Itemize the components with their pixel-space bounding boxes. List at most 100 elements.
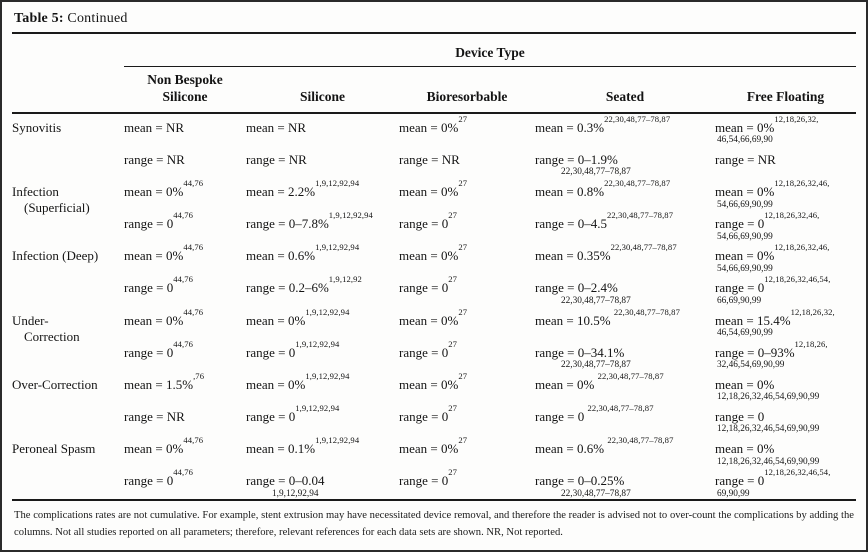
range-line: range = 027	[399, 211, 529, 232]
range-line: range = NR	[715, 152, 850, 168]
range-line-text: range = 0	[399, 408, 449, 424]
range-line-text: range = 0	[715, 473, 765, 489]
ref-superscript: 27	[448, 210, 457, 221]
table-number: Table 5:	[14, 11, 64, 26]
row-label: Infection (Deep)	[12, 248, 124, 264]
ref-continuation: 46,54,66,69,90	[717, 135, 773, 146]
data-cell: mean = 2.2%1,9,12,92,94 range = 0–7.8%1,9…	[246, 179, 399, 232]
ref-superscript: 27	[448, 403, 457, 414]
ref-superscript: 27	[458, 178, 468, 189]
data-cell: mean = 0%27 range = 027	[399, 243, 535, 296]
ref-continuation: 12,18,26,32,46,54,69,90,99	[717, 392, 820, 403]
range-line-text: range = 0	[246, 344, 296, 360]
range-line-text: range = 0	[124, 344, 174, 360]
range-line-text: range = 0	[399, 473, 449, 489]
ref-superscript: 12,18,26,32,46,	[774, 178, 830, 189]
data-cell: mean = 0%27 range = NR	[399, 115, 535, 168]
mean-line: mean = 0.1%1,9,12,92,94	[246, 436, 393, 473]
mean-line-text: mean = 2.2%	[246, 184, 316, 200]
column-header-row: Non Bespoke Silicone Silicone Bioresorbabl…	[2, 67, 866, 112]
data-cell: mean = 0%12,18,26,32,46, 54,66,69,90,99 ra…	[715, 179, 856, 242]
range-line-text: range = 0	[535, 408, 588, 424]
mean-line: mean = 0%1,9,12,92,94	[246, 307, 393, 345]
table-row: Infection (Deep) mean = 0%44,76 range = 04…	[12, 242, 856, 306]
mean-line: mean = 0%27	[399, 436, 529, 473]
data-cell: mean = 1.5%,76 range = NR	[124, 372, 246, 425]
mean-line: mean = 0%27	[399, 243, 529, 280]
ref-superscript: 22,30,48,77–78,87	[613, 306, 680, 317]
range-line-text: range = NR	[399, 151, 460, 167]
ref-continuation: 22,30,48,77–78,87	[561, 488, 631, 499]
ref-superscript: 27	[448, 338, 457, 349]
range-line-text: range = 0	[715, 408, 765, 424]
range-line-text: range = 0–2.4%	[535, 280, 618, 296]
ref-continuation: 32,46,54,69,90,99	[717, 360, 785, 371]
range-line-text: range = 0–0.04	[246, 473, 325, 489]
range-line: range = 0–7.8%1,9,12,92,94	[246, 211, 393, 232]
ref-continuation: 54,66,69,90,99	[717, 263, 773, 274]
ref-superscript: 1,9,12,92,94	[315, 242, 360, 253]
mean-line-text: mean = 0.1%	[246, 441, 316, 457]
mean-line-text: mean = 0.3%	[535, 119, 605, 135]
mean-line: mean = 0%44,76	[124, 179, 240, 216]
mean-line-text: mean = 10.5%	[535, 312, 614, 328]
ref-superscript: 27	[448, 274, 457, 285]
column-header-non-bespoke-silicone: Non Bespoke Silicone	[147, 72, 223, 104]
range-line: range = 044,76	[124, 211, 240, 232]
data-cell: mean = 0%12,18,26,32,46, 54,66,69,90,99 ra…	[715, 243, 856, 306]
range-line: range = NR	[246, 152, 393, 168]
ref-superscript: 27	[458, 242, 468, 253]
range-line-text: range = 0	[124, 473, 174, 489]
mean-line-text: mean = 0%	[246, 312, 306, 328]
mean-line: mean = 0%44,76	[124, 243, 240, 280]
mean-line: mean = 1.5%,76	[124, 372, 240, 409]
mean-line: mean = 0%12,18,26,32,46, 54,66,69,90,99	[715, 179, 850, 216]
ref-superscript: 27	[458, 113, 468, 124]
mean-line-text: mean = 0%	[246, 376, 306, 392]
range-line-text: range = 0	[715, 216, 765, 232]
row-label-line1: Infection	[12, 184, 59, 200]
ref-continuation: 22,30,48,77–78,87	[561, 295, 631, 306]
mean-line: mean = 0%44,76	[124, 436, 240, 473]
data-cell: mean = 10.5% 22,30,48,77–78,87 range = 0–…	[535, 307, 715, 371]
row-label: Under- Correction	[12, 313, 124, 346]
mean-line-text: mean = 0.35%	[535, 248, 611, 264]
data-cell: mean = 0%27 range = 027	[399, 436, 535, 489]
range-line: range = 0–1.9% 22,30,48,77–78,87	[535, 152, 709, 178]
ref-superscript: 44,76	[173, 467, 194, 478]
mean-line: mean = 0%1,9,12,92,94	[246, 372, 393, 409]
range-line-text: range = 0	[246, 408, 296, 424]
data-cell: mean = NR range = NR	[124, 120, 246, 168]
row-label: Synovitis	[12, 120, 124, 136]
data-cell: mean = 0.1%1,9,12,92,94 range = 0–0.04 1,9…	[246, 436, 399, 499]
table-row: Infection (Superficial) mean = 0%44,76 rang…	[12, 178, 856, 242]
range-line-text: range = 0	[399, 216, 449, 232]
mean-line: mean = 0% 12,18,26,32,46,54,69,90,99	[715, 377, 850, 409]
mean-line-text: mean = 0.8%	[535, 184, 605, 200]
ref-continuation: 54,66,69,90,99	[717, 231, 773, 242]
mean-line: mean = 10.5% 22,30,48,77–78,87	[535, 307, 709, 345]
row-label-line2: Correction	[24, 328, 80, 344]
data-cell: mean = 0.6%1,9,12,92,94 range = 0.2–6%1,9…	[246, 243, 399, 296]
mean-line-text: mean = 0%	[535, 376, 598, 392]
range-line-text: range = 0	[399, 280, 449, 296]
ref-superscript: 22,30,48,77–78,87	[610, 242, 677, 253]
range-line: range = 044,76	[124, 275, 240, 296]
data-cell: mean = 0% 22,30,48,77–78,87 range = 0 22,…	[535, 372, 715, 425]
range-line: range = 027	[399, 404, 529, 425]
mean-line: mean = 0.6% 22,30,48,77–78,87	[535, 436, 709, 473]
ref-superscript: 44,76	[183, 242, 204, 253]
table-continued-label: Continued	[67, 11, 128, 26]
range-line: range = 012,18,26,32,46,54,66,69,90,99	[715, 211, 850, 242]
mean-line: mean = 0%27	[399, 115, 529, 152]
ref-superscript: 12,18,26,32,	[790, 306, 835, 317]
mean-line: mean = NR	[124, 120, 240, 152]
ref-superscript: 27	[458, 371, 468, 382]
ref-superscript: 44,76	[183, 306, 204, 317]
mean-line-text: mean = 0%	[124, 441, 184, 457]
mean-line-text: mean = 0%	[399, 312, 459, 328]
range-line: range = 012,18,26,32,46,54,66,69,90,99	[715, 275, 850, 306]
mean-line: mean = 0.3%22,30,48,77–78,87	[535, 115, 709, 152]
